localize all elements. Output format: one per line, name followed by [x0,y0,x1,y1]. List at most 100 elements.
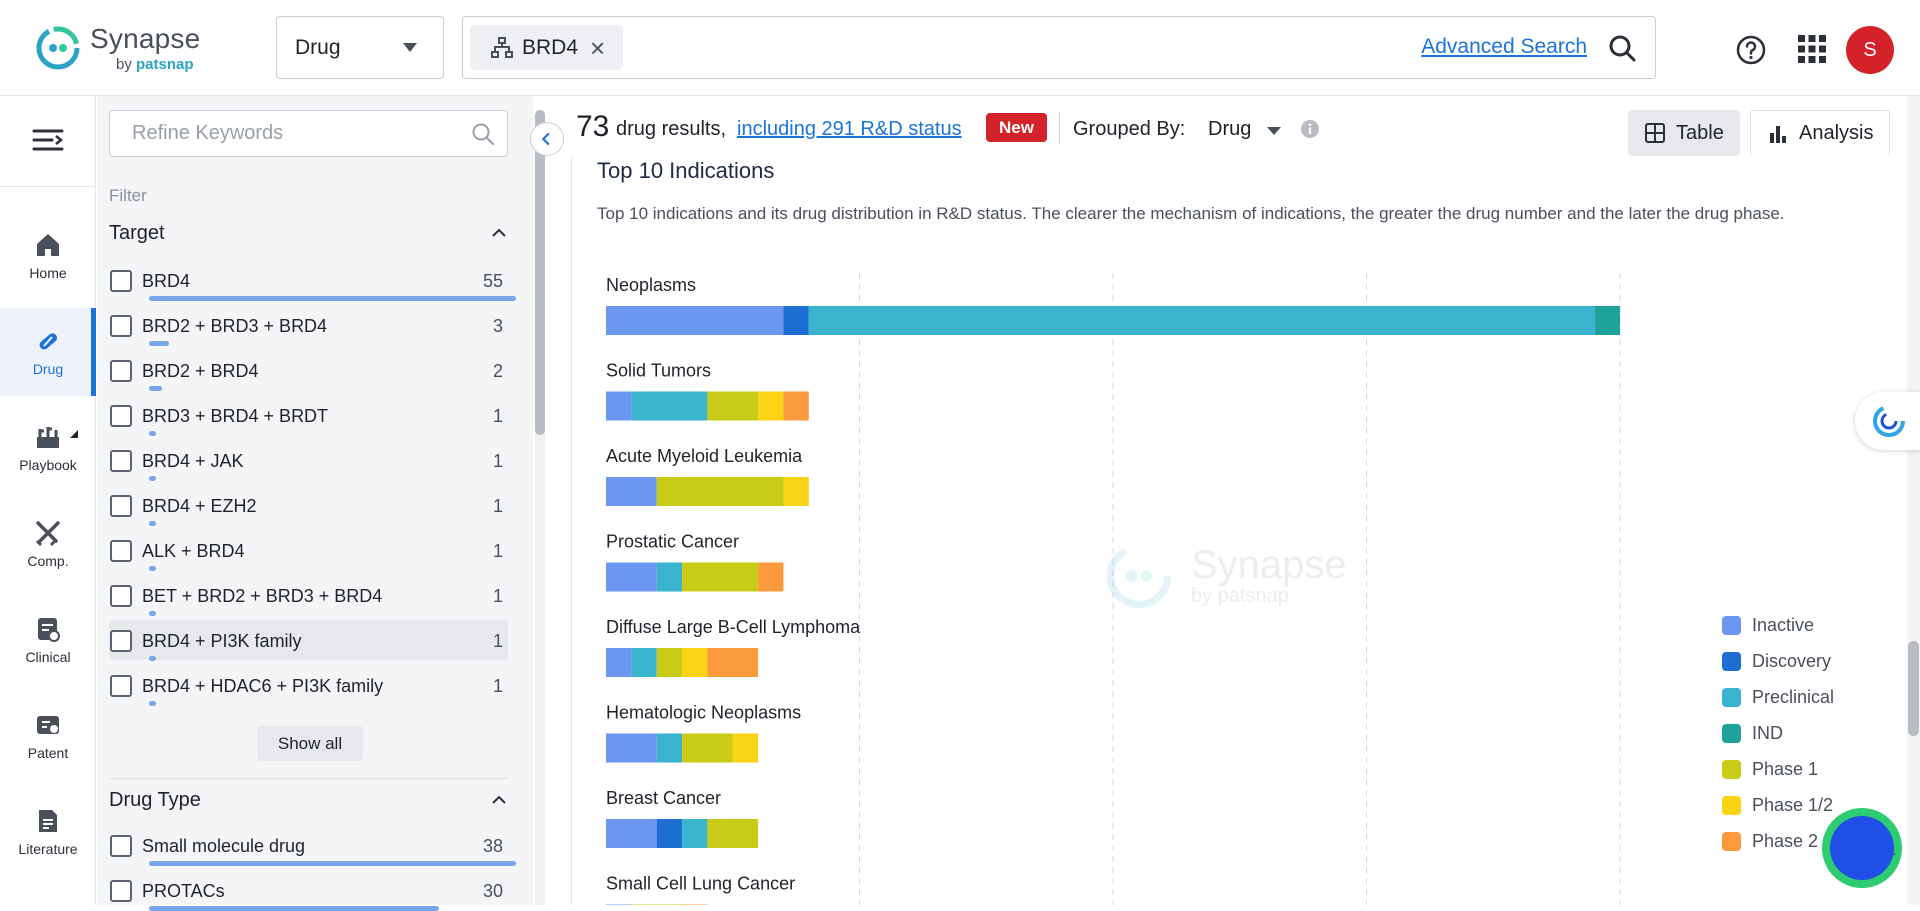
checkbox[interactable] [110,540,132,562]
info-icon[interactable] [1300,119,1320,139]
bar-segment[interactable] [758,562,784,592]
filter-option[interactable]: BRD2 + BRD4 2 [109,350,508,391]
tab-table[interactable]: Table [1628,110,1740,156]
bar-segment[interactable] [808,306,1595,335]
bar-segment[interactable] [631,391,708,421]
bar-segment[interactable] [606,819,657,848]
show-all-button[interactable]: Show all [257,726,363,761]
bar-segment[interactable] [656,819,683,848]
bar-segment[interactable] [606,391,632,421]
target-section-header[interactable]: Target [109,218,508,248]
chevron-up-icon[interactable] [490,224,508,242]
checkbox[interactable] [110,585,132,607]
bar-segment[interactable] [707,648,759,677]
bar-segment[interactable] [656,562,683,592]
bar-segment[interactable] [707,391,759,421]
filter-option[interactable]: BRD4 + PI3K family 1 [109,620,508,661]
bar-segment[interactable] [606,562,657,592]
checkbox[interactable] [110,675,132,697]
bar-segment[interactable] [606,648,632,677]
bar-segment[interactable] [1594,306,1620,335]
refine-keywords-box[interactable] [109,110,508,157]
nav-patent[interactable]: Patent [0,692,96,780]
nav-home[interactable]: Home [0,212,96,300]
nav-drug[interactable]: Drug [0,308,96,396]
bar-segment[interactable] [656,733,683,763]
bar-segment[interactable] [783,391,809,421]
filter-option[interactable]: BRD3 + BRD4 + BRDT 1 [109,395,508,436]
filter-option[interactable]: Small molecule drug 38 [109,825,516,866]
page-scrollbar-thumb[interactable] [1908,641,1919,736]
nav-clinical[interactable]: Clinical [0,596,96,684]
nav-competition[interactable]: Comp. [0,500,96,588]
bar-segment[interactable] [682,733,733,763]
filter-scrollbar-thumb[interactable] [535,110,545,435]
filter-option[interactable]: BET + BRD2 + BRD3 + BRD4 1 [109,575,508,616]
chevron-up-icon[interactable] [490,791,508,809]
bar-segment[interactable] [682,562,759,592]
bar-segment[interactable] [707,819,759,848]
chat-assistant-button[interactable] [1822,808,1902,888]
advanced-search-link[interactable]: Advanced Search [1421,35,1587,58]
ai-assistant-button[interactable] [1855,392,1920,450]
search-box[interactable]: BRD4 × Advanced Search [462,16,1656,79]
bar-segment[interactable] [783,477,809,506]
tab-analysis[interactable]: Analysis [1750,110,1891,156]
bar-segment[interactable] [631,648,657,677]
nav-literature[interactable]: Literature [0,788,96,876]
search-chip-brd4[interactable]: BRD4 × [470,25,624,70]
checkbox[interactable] [110,495,132,517]
menu-expand-icon[interactable] [32,128,64,152]
filter-option[interactable]: BRD4 + EZH2 1 [109,485,508,526]
legend-item[interactable]: IND [1722,721,1882,745]
caret-down-icon[interactable] [1267,127,1281,135]
bar-segment[interactable] [682,648,708,677]
filter-option[interactable]: BRD2 + BRD3 + BRD4 3 [109,305,508,346]
help-icon[interactable] [1735,34,1767,66]
legend-item[interactable]: Discovery [1722,649,1882,673]
refine-keywords-input[interactable] [110,111,450,156]
page-scrollbar[interactable] [1907,96,1920,905]
checkbox[interactable] [110,450,132,472]
filter-option[interactable]: ALK + BRD4 1 [109,530,508,571]
collapse-panel-button[interactable] [530,122,564,156]
synapse-logo[interactable]: Synapse by patsnap [34,24,200,72]
bar-segment[interactable] [682,819,708,848]
close-icon[interactable]: × [590,32,606,63]
legend-swatch [1722,615,1741,635]
checkbox[interactable] [110,880,132,902]
bar-segment[interactable] [656,648,683,677]
filter-option[interactable]: BRD4 55 [109,260,516,301]
legend-item[interactable]: Phase 1/2 [1722,793,1882,817]
bar-segment[interactable] [732,733,759,763]
search-type-select[interactable]: Drug [276,16,444,79]
checkbox[interactable] [110,630,132,652]
legend-item[interactable]: Inactive [1722,613,1882,637]
user-avatar[interactable]: S [1846,26,1894,74]
bar-segment[interactable] [606,733,657,763]
nav-playbook[interactable]: Playbook [0,404,96,492]
search-icon[interactable] [1607,33,1637,63]
checkbox[interactable] [110,835,132,857]
legend-item[interactable]: Phase 1 [1722,757,1882,781]
filter-option[interactable]: PROTACs 30 [109,870,508,911]
bar-segment[interactable] [606,306,784,335]
checkbox[interactable] [110,405,132,427]
filter-option[interactable]: BRD4 + JAK 1 [109,440,508,481]
bar-segment[interactable] [783,306,809,335]
bar-segment[interactable] [606,477,657,506]
apps-grid-icon[interactable] [1797,34,1827,64]
drug-type-section-header[interactable]: Drug Type [109,785,508,815]
filter-option[interactable]: BRD4 + HDAC6 + PI3K family 1 [109,665,508,706]
checkbox[interactable] [110,315,132,337]
filter-scrollbar[interactable] [535,110,545,905]
grouped-by-select[interactable]: Drug [1208,118,1252,140]
checkbox[interactable] [110,270,132,292]
rd-status-link[interactable]: including 291 R&D status [737,118,962,140]
legend-item[interactable]: Phase 2 [1722,829,1882,853]
bar-segment[interactable] [656,477,784,506]
legend-item[interactable]: Preclinical [1722,685,1882,709]
checkbox[interactable] [110,360,132,382]
search-icon[interactable] [471,122,495,146]
bar-segment[interactable] [758,391,784,421]
